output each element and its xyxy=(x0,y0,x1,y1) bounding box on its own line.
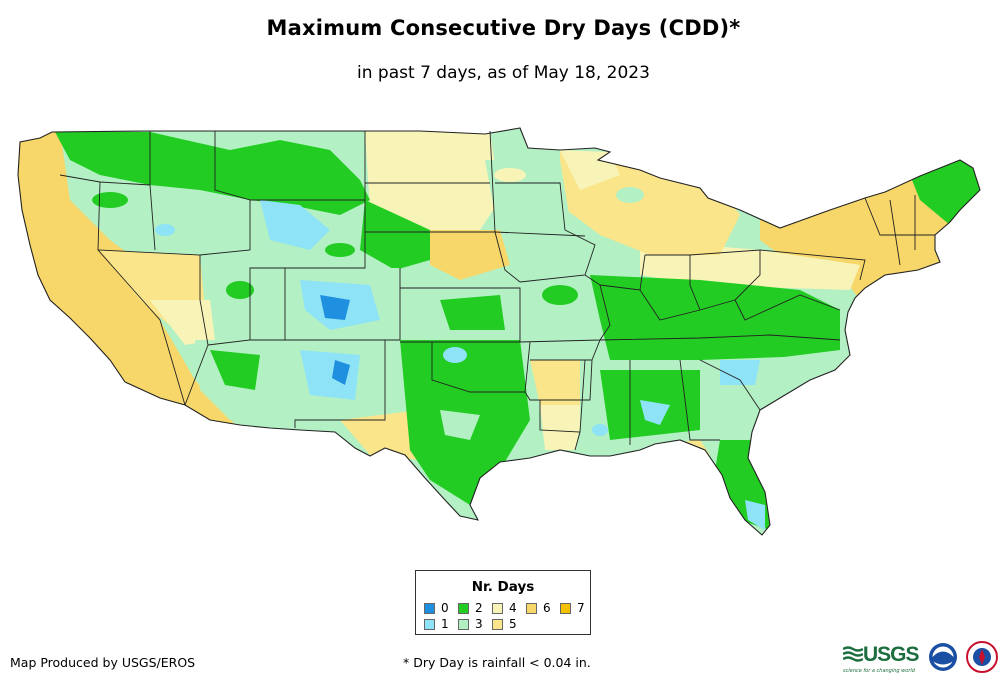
region-1-day-carolinas xyxy=(720,360,760,385)
blob-2-days xyxy=(542,285,578,305)
legend-swatch xyxy=(560,602,571,614)
legend: Nr. Days 0 1 2 3 4 5 6 7 xyxy=(415,570,591,635)
legend-label: 2 xyxy=(475,601,483,615)
region-2-days-arizona xyxy=(210,350,260,390)
region-0-days-colorado xyxy=(320,295,350,320)
region-1-day-alabama xyxy=(640,400,670,425)
region-3-days-central-texas xyxy=(440,410,480,440)
blob-3-days xyxy=(616,187,644,203)
legend-item-5: 5 xyxy=(492,617,517,631)
legend-swatch xyxy=(492,602,503,614)
blob-1-day xyxy=(443,347,467,363)
legend-item-7: 7 xyxy=(560,601,585,615)
region-2-days-virginia xyxy=(740,295,830,335)
legend-item-0: 0 xyxy=(424,601,449,615)
legend-title: Nr. Days xyxy=(471,579,535,595)
blob-1-day xyxy=(155,224,175,236)
legend-item-1: 1 xyxy=(424,617,449,631)
legend-swatch xyxy=(492,618,503,630)
region-6-days-nebraska xyxy=(430,230,510,280)
region-2-days-northern-rockies xyxy=(55,132,370,215)
legend-label: 5 xyxy=(509,617,517,631)
region-0-days-nm xyxy=(332,360,350,385)
region-1-day-wyoming xyxy=(260,200,330,250)
blob-1-day xyxy=(592,424,608,436)
map-title: Maximum Consecutive Dry Days (CDD)* xyxy=(266,16,741,40)
legend-item-2: 2 xyxy=(458,601,483,615)
legend-item-4: 4 xyxy=(492,601,517,615)
blob-2-days xyxy=(325,243,355,257)
footnote-text: * Dry Day is rainfall < 0.04 in. xyxy=(403,655,591,670)
blob-4-days xyxy=(494,168,526,182)
legend-swatch xyxy=(458,618,469,630)
legend-swatch xyxy=(458,602,469,614)
map-subtitle: in past 7 days, as of May 18, 2023 xyxy=(357,63,650,83)
legend-item-6: 6 xyxy=(526,601,551,615)
legend-label: 7 xyxy=(577,601,585,615)
usgs-logo: USGS science for a changing world xyxy=(843,643,920,674)
legend-label: 1 xyxy=(441,617,449,631)
region-1-day-nm xyxy=(300,350,360,400)
noaa-logo-icon xyxy=(929,643,957,671)
legend-swatch xyxy=(526,602,537,614)
region-3-days-missouri xyxy=(520,270,610,360)
agency-logos: USGS science for a changing world xyxy=(843,640,1003,676)
legend-swatch xyxy=(424,618,435,630)
usgs-tagline: science for a changing world xyxy=(843,668,915,674)
legend-label: 3 xyxy=(475,617,483,631)
legend-swatch xyxy=(424,602,435,614)
blob-2-days xyxy=(226,281,254,299)
credit-text: Map Produced by USGS/EROS xyxy=(10,655,196,670)
region-2-days-kansas xyxy=(440,295,505,330)
legend-label: 4 xyxy=(509,601,517,615)
legend-item-3: 3 xyxy=(458,617,483,631)
region-4-days-dakotas xyxy=(365,131,500,230)
usgs-wave-icon xyxy=(843,646,863,662)
region-4-days-louisiana xyxy=(540,405,585,450)
state-borders xyxy=(17,127,981,536)
region-1-day-florida xyxy=(745,500,765,530)
blob-2-days xyxy=(92,192,128,208)
region-5-days-arkansas xyxy=(530,360,580,410)
usgs-wordmark: USGS xyxy=(863,643,920,666)
region-4-days-utah xyxy=(150,300,215,345)
region-2-days-sd xyxy=(360,200,430,270)
legend-label: 6 xyxy=(543,601,551,615)
nws-logo-icon xyxy=(966,641,998,673)
legend-label: 0 xyxy=(441,601,449,615)
